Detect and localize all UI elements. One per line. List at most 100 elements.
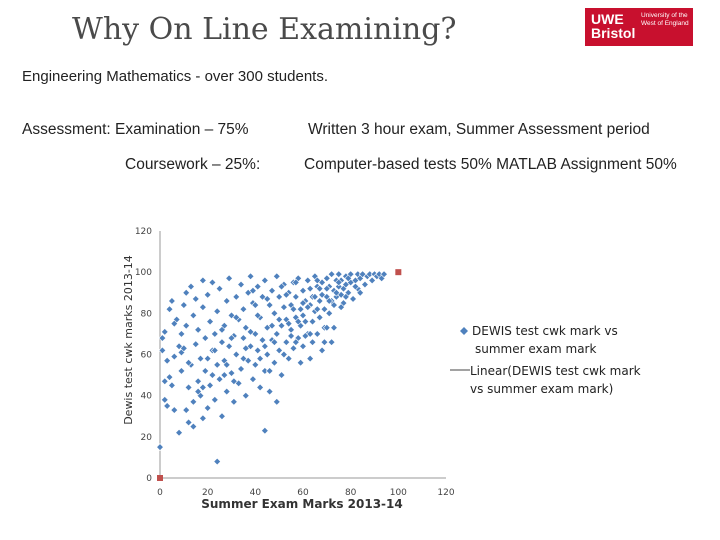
data-point [330,301,338,309]
data-point [213,360,222,369]
data-point [189,422,198,431]
data-point [337,303,345,311]
data-point [325,309,334,318]
exam-detail: Written 3 hour exam, Summer Assessment p… [308,121,650,138]
data-point [280,303,288,311]
data-point [323,274,331,283]
data-point [239,305,248,314]
data-point [208,371,217,379]
data-point [189,311,198,320]
data-point [327,270,336,279]
data-point [294,317,303,326]
data-point [246,272,255,281]
data-point [315,313,324,322]
data-point [272,330,281,338]
data-point [258,336,267,344]
data-point [344,274,353,283]
data-point [368,276,376,285]
data-point [215,375,224,384]
data-point [308,317,317,326]
data-point [182,321,191,330]
data-point [265,367,274,375]
data-point [361,280,369,289]
data-point [320,305,329,314]
data-point [182,288,191,297]
data-point [158,334,167,342]
data-point [299,342,307,351]
data-point [323,323,331,332]
data-point [263,350,272,359]
data-point [170,352,179,361]
data-point [277,321,286,330]
data-point [287,332,295,340]
data-point [222,387,231,396]
data-point [237,280,245,289]
data-point [180,344,188,353]
trend-endpoint [395,269,402,276]
data-point [351,282,360,291]
x-tick-label: 0 [157,488,163,498]
data-point [327,338,336,346]
x-tick-label: 20 [202,488,214,498]
data-point [318,346,326,355]
course-subtitle: Engineering Mathematics - over 300 stude… [22,68,328,85]
data-point [201,334,210,342]
data-point [246,328,255,336]
data-point [232,350,241,359]
y-tick-label: 100 [135,268,152,278]
data-point [194,387,202,396]
data-point [199,383,207,392]
data-point [282,290,291,299]
legend-trend-label-line2: vs summer exam mark) [470,382,613,396]
y-tick-label: 20 [141,433,153,443]
data-point [270,358,279,367]
data-point [213,307,222,316]
x-tick-label: 40 [250,488,262,498]
data-point [306,284,314,293]
data-point [332,288,341,297]
data-point [306,330,314,338]
data-point [342,293,350,301]
chart-legend: DEWIS test cwk mark vs summer exam mark … [450,324,641,396]
data-point [303,276,312,285]
data-point [284,354,293,363]
data-point [284,319,293,328]
data-point [311,293,319,301]
trendline [157,269,402,481]
data-point [165,305,174,314]
data-point [313,276,322,285]
data-point [246,342,255,351]
data-point [215,284,224,293]
data-point [251,301,260,309]
data-point [165,373,174,381]
data-point [230,398,238,406]
data-point [187,282,195,291]
y-tick-label: 120 [135,227,152,237]
data-point [208,278,217,287]
data-point [289,344,298,353]
data-point [177,330,186,338]
legend-diamond-marker [460,327,468,335]
logo-sub-text: University of the West of England [641,12,689,27]
data-point [282,338,291,346]
exam-label: Assessment: Examination – 75% [22,121,249,138]
y-tick-label: 40 [141,392,153,402]
data-point [160,377,169,386]
data-point [168,381,176,390]
data-point [299,299,307,307]
data-point [191,340,200,349]
data-point [160,328,169,336]
x-tick-label: 60 [297,488,309,498]
data-point [241,391,250,400]
data-point [196,354,205,363]
data-point [203,290,212,299]
data-point [177,367,186,375]
data-point [272,272,281,281]
data-point [277,282,286,291]
data-point [292,278,300,287]
data-point [308,338,317,346]
data-point [251,360,260,369]
data-point [210,395,219,404]
data-point [289,305,298,314]
data-point [253,346,262,355]
